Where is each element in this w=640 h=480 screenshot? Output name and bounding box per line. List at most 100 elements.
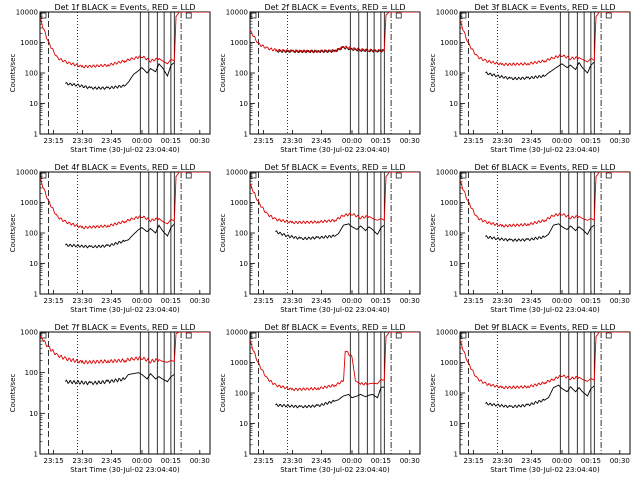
subplot-3: Det 3f BLACK = Events, RED = LLD 1 10 100 10… bbox=[429, 3, 631, 154]
y-tick-label: 1 bbox=[244, 291, 248, 299]
y-axis-label: Counts/sec bbox=[9, 54, 17, 93]
events-series-line bbox=[275, 386, 385, 409]
y-tick-label: 10 bbox=[449, 420, 458, 428]
corner-square-marker bbox=[395, 332, 402, 339]
x-tick-label: 00:00 bbox=[342, 297, 362, 305]
y-axis-label: Counts/sec bbox=[429, 214, 437, 253]
y-tick-label: 10000 bbox=[436, 9, 458, 17]
x-tick-label: 23:45 bbox=[521, 297, 541, 305]
corner-square-marker bbox=[40, 12, 47, 19]
events-series-line bbox=[65, 223, 175, 249]
x-tick-label: 00:15 bbox=[161, 297, 181, 305]
y-tick-label: 100 bbox=[445, 70, 458, 78]
x-tick-label: 00:00 bbox=[132, 297, 152, 305]
x-tick-label: 00:15 bbox=[161, 137, 181, 145]
x-tick-label: 00:30 bbox=[190, 457, 210, 465]
subplot-title: Det 9f BLACK = Events, RED = LLD bbox=[474, 323, 615, 332]
x-axis-label: Start Time (30-Jul-02 23:04:40) bbox=[280, 146, 390, 154]
x-tick-label: 00:30 bbox=[400, 137, 420, 145]
y-tick-label: 1 bbox=[454, 131, 458, 139]
subplot-4: Det 4f BLACK = Events, RED = LLD 1 10 100 10… bbox=[9, 163, 211, 314]
x-tick-label: 00:30 bbox=[610, 297, 630, 305]
events-series-line bbox=[275, 223, 385, 241]
x-tick-label: 23:15 bbox=[464, 297, 484, 305]
y-axis-label: Counts/sec bbox=[9, 374, 17, 413]
x-tick-label: 00:15 bbox=[161, 457, 181, 465]
x-tick-label: 00:15 bbox=[581, 297, 601, 305]
y-tick-label: 10000 bbox=[226, 9, 248, 17]
y-tick-label: 1 bbox=[34, 291, 38, 299]
x-tick-label: 00:30 bbox=[190, 137, 210, 145]
y-tick-label: 1 bbox=[34, 131, 38, 139]
subplot-7: Det 7f BLACK = Events, RED = LLD 1 10 100 10… bbox=[9, 323, 211, 474]
subplot-1: Det 1f BLACK = Events, RED = LLD 1 10 100 10… bbox=[9, 3, 211, 154]
x-tick-label: 23:30 bbox=[282, 457, 302, 465]
x-tick-label: 23:30 bbox=[492, 297, 512, 305]
subplot-title: Det 7f BLACK = Events, RED = LLD bbox=[54, 323, 195, 332]
plot-frame bbox=[249, 11, 421, 135]
y-tick-label: 10000 bbox=[226, 169, 248, 177]
lld-series-line bbox=[40, 332, 210, 365]
x-tick-label: 00:15 bbox=[371, 457, 391, 465]
events-series-line bbox=[485, 384, 595, 409]
subplot-title: Det 4f BLACK = Events, RED = LLD bbox=[54, 163, 195, 172]
x-tick-label: 23:15 bbox=[254, 297, 274, 305]
plot-frame bbox=[39, 11, 211, 135]
y-tick-label: 1000 bbox=[20, 199, 38, 207]
corner-square-marker bbox=[185, 172, 192, 179]
lld-series-line bbox=[460, 332, 630, 390]
corner-square-marker bbox=[250, 332, 257, 339]
corner-square-marker bbox=[40, 172, 47, 179]
y-axis-label: Counts/sec bbox=[9, 214, 17, 253]
y-tick-label: 1000 bbox=[440, 199, 458, 207]
y-tick-label: 100 bbox=[25, 70, 38, 78]
x-tick-label: 00:30 bbox=[610, 457, 630, 465]
x-tick-label: 23:15 bbox=[44, 457, 64, 465]
lld-series-line bbox=[250, 172, 420, 225]
x-tick-label: 23:30 bbox=[492, 137, 512, 145]
y-tick-label: 100 bbox=[235, 230, 248, 238]
y-tick-label: 100 bbox=[445, 390, 458, 398]
subplot-8: Det 8f BLACK = Events, RED = LLD 1 10 100 10… bbox=[219, 323, 421, 474]
x-tick-label: 23:15 bbox=[44, 297, 64, 305]
x-tick-label: 23:45 bbox=[521, 137, 541, 145]
corner-square-marker bbox=[605, 12, 612, 19]
plot-frame bbox=[459, 331, 631, 455]
corner-square-marker bbox=[185, 12, 192, 19]
y-tick-label: 10 bbox=[29, 100, 38, 108]
x-tick-label: 23:45 bbox=[101, 137, 121, 145]
lld-series-line bbox=[460, 172, 630, 228]
x-tick-label: 00:30 bbox=[400, 297, 420, 305]
y-axis-label: Counts/sec bbox=[219, 54, 227, 93]
y-tick-label: 100 bbox=[235, 390, 248, 398]
x-axis-label: Start Time (30-Jul-02 23:04:40) bbox=[70, 306, 180, 314]
x-tick-label: 00:15 bbox=[581, 137, 601, 145]
x-tick-label: 23:15 bbox=[464, 137, 484, 145]
plot-frame bbox=[249, 331, 421, 455]
lld-series-line bbox=[250, 332, 420, 392]
y-tick-label: 1000 bbox=[20, 39, 38, 47]
x-tick-label: 23:45 bbox=[311, 297, 331, 305]
subplot-2: Det 2f BLACK = Events, RED = LLD 1 10 100 10… bbox=[219, 3, 421, 154]
lld-series-line bbox=[40, 12, 210, 69]
subplot-title: Det 6f BLACK = Events, RED = LLD bbox=[474, 163, 615, 172]
y-axis-label: Counts/sec bbox=[429, 374, 437, 413]
y-tick-label: 10 bbox=[449, 100, 458, 108]
x-axis-label: Start Time (30-Jul-02 23:04:40) bbox=[490, 466, 600, 474]
subplot-title: Det 3f BLACK = Events, RED = LLD bbox=[474, 3, 615, 12]
y-axis-label: Counts/sec bbox=[219, 374, 227, 413]
x-tick-label: 00:30 bbox=[190, 297, 210, 305]
x-axis-label: Start Time (30-Jul-02 23:04:40) bbox=[70, 466, 180, 474]
x-tick-label: 00:15 bbox=[371, 297, 391, 305]
x-axis-label: Start Time (30-Jul-02 23:04:40) bbox=[280, 306, 390, 314]
events-series-line bbox=[485, 223, 595, 243]
y-tick-label: 1000 bbox=[20, 329, 38, 337]
x-tick-label: 00:00 bbox=[552, 297, 572, 305]
y-tick-label: 10 bbox=[29, 410, 38, 418]
x-axis-label: Start Time (30-Jul-02 23:04:40) bbox=[70, 146, 180, 154]
y-tick-label: 10 bbox=[239, 100, 248, 108]
corner-square-marker bbox=[605, 172, 612, 179]
lld-series-line bbox=[460, 12, 630, 67]
